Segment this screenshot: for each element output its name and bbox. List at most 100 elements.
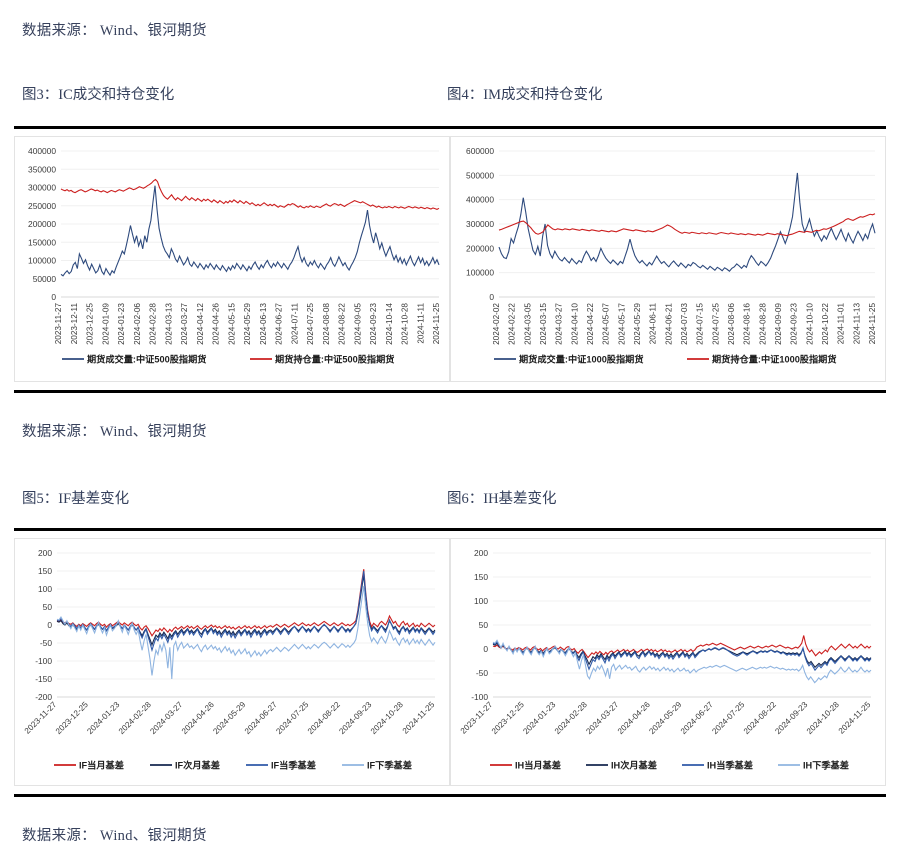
y-tick-label: 150 xyxy=(38,566,52,576)
series-line xyxy=(60,178,440,211)
x-tick-label: 2024-07-15 xyxy=(696,303,705,345)
chart-panel-fig6: -100 -50 0 50 100 150 200 2023-11-27 2023-12-25 2… xyxy=(450,538,886,786)
x-tick-label: 2024-02-28 xyxy=(149,303,158,345)
figure-title-fig5: 图5：IF基差变化 xyxy=(22,491,130,507)
y-tick-label: 50 xyxy=(43,602,53,612)
x-tick-label: 2024-01-09 xyxy=(101,303,110,345)
x-tick-label: 2024-05-29 xyxy=(647,700,683,736)
x-tick-label: 2024-07-11 xyxy=(290,303,299,345)
x-tick-label: 2024-03-13 xyxy=(164,303,173,345)
y-tick-label: 100 xyxy=(474,596,488,606)
chart-panel-fig3: 0 50000 100000 150000 200000 250000 300000 3500… xyxy=(14,136,450,382)
legend-label: 期货持仓量:中证500股指期货 xyxy=(275,353,394,364)
x-tick-label: 2024-11-25 xyxy=(432,303,441,345)
legend-label: IH当月基差 xyxy=(515,759,561,770)
x-tick-label: 2024-09-23 xyxy=(790,303,799,345)
y-tick-label: 250000 xyxy=(28,201,56,211)
x-tick-label: 2024-03-15 xyxy=(539,303,548,345)
x-tick-label: 2024-03-27 xyxy=(180,303,189,345)
x-tick-label: 2024-10-28 xyxy=(401,303,410,345)
x-tick-label: 2023-11-27 xyxy=(54,303,63,345)
y-tick-label: 350000 xyxy=(28,164,56,174)
x-tick-label: 2023-12-25 xyxy=(54,700,90,736)
legend-label: IH次月基差 xyxy=(611,759,657,770)
source-note-bottom: 数据来源： Wind、银河期货 xyxy=(22,828,207,844)
x-tick-label: 2024-05-29 xyxy=(243,303,252,345)
y-tick-label: 400000 xyxy=(28,146,56,156)
x-tick-label: 2024-04-22 xyxy=(586,303,595,345)
x-tick-label: 2024-05-15 xyxy=(227,303,236,345)
x-tick-label: 2024-09-23 xyxy=(337,700,373,736)
y-tick-label: 150000 xyxy=(28,237,56,247)
y-tick-label: 100000 xyxy=(28,256,56,266)
y-tick-label: 200000 xyxy=(28,219,56,229)
x-tick-label: 2024-11-13 xyxy=(852,303,861,345)
y-tick-label: -50 xyxy=(476,668,488,678)
x-tick-label: 2024-10-28 xyxy=(369,700,405,736)
divider-bottom-row1 xyxy=(14,390,886,393)
legend-label: IF当季基差 xyxy=(271,759,316,770)
figure-title-fig3: 图3：IC成交和持仓变化 xyxy=(22,87,175,103)
legend-label: IF当月基差 xyxy=(79,759,124,770)
x-tick-label: 2024-08-22 xyxy=(742,700,778,736)
x-tick-label: 2024-02-28 xyxy=(117,700,153,736)
y-tick-label: 150 xyxy=(474,572,488,582)
chart-panel-fig4: 0 100000 200000 300000 400000 500000 600000 202… xyxy=(450,136,886,382)
series-line xyxy=(56,586,436,680)
x-tick-label: 2024-10-14 xyxy=(385,303,394,345)
y-tick-label: 500000 xyxy=(466,170,494,180)
x-tick-label: 2024-07-03 xyxy=(680,303,689,345)
legend-label: 期货成交量:中证500股指期货 xyxy=(87,353,206,364)
source-note-middle: 数据来源： Wind、银河期货 xyxy=(22,424,207,440)
x-tick-label: 2023-12-25 xyxy=(86,303,95,345)
chart-svg-fig3: 0 50000 100000 150000 200000 250000 300000 3500… xyxy=(28,146,441,364)
x-tick-label: 2024-11-25 xyxy=(837,700,873,736)
x-tick-label: 2024-04-26 xyxy=(212,303,221,345)
legend-label: IF下季基差 xyxy=(367,759,412,770)
x-tick-label: 2024-02-28 xyxy=(553,700,589,736)
figure-title-fig4: 图4：IM成交和持仓变化 xyxy=(447,87,603,103)
x-tick-label: 2024-07-25 xyxy=(710,700,746,736)
y-tick-label: 200000 xyxy=(466,243,494,253)
x-tick-label: 2024-10-10 xyxy=(805,303,814,345)
y-tick-label: 0 xyxy=(51,292,56,302)
x-tick-label: 2024-06-27 xyxy=(275,303,284,345)
y-tick-label: 200 xyxy=(38,548,52,558)
x-tick-label: 2024-05-29 xyxy=(211,700,247,736)
x-tick-label: 2024-11-11 xyxy=(416,303,425,344)
x-tick-label: 2024-05-17 xyxy=(617,303,626,345)
x-tick-label: 2024-01-23 xyxy=(521,700,557,736)
figure-title-fig6: 图6：IH基差变化 xyxy=(447,491,557,507)
x-tick-label: 2024-03-05 xyxy=(523,303,532,345)
x-tick-label: 2024-08-22 xyxy=(338,303,347,345)
legend-label: IF次月基差 xyxy=(175,759,220,770)
y-tick-label: -150 xyxy=(35,674,52,684)
y-tick-label: -50 xyxy=(40,638,52,648)
x-tick-label: 2024-08-28 xyxy=(758,303,767,345)
legend-label: IH下季基差 xyxy=(803,759,849,770)
x-tick-label: 2024-11-25 xyxy=(401,700,437,736)
x-tick-label: 2024-08-16 xyxy=(743,303,752,345)
x-tick-label: 2024-06-11 xyxy=(649,303,658,345)
x-tick-label: 2024-06-27 xyxy=(243,700,279,736)
x-tick-label: 2024-11-01 xyxy=(837,303,846,345)
x-tick-label: 2024-09-05 xyxy=(353,303,362,345)
y-tick-label: 0 xyxy=(489,292,494,302)
y-tick-label: 400000 xyxy=(466,195,494,205)
divider-top-row1 xyxy=(14,126,886,129)
series-line xyxy=(492,639,872,684)
x-tick-label: 2024-02-06 xyxy=(133,303,142,345)
divider-bottom-row2 xyxy=(14,794,886,797)
y-tick-label: 0 xyxy=(483,644,488,654)
y-tick-label: 300000 xyxy=(28,183,56,193)
x-tick-label: 2024-08-08 xyxy=(322,303,331,345)
divider-top-row2 xyxy=(14,528,886,531)
series-line xyxy=(56,569,436,637)
x-tick-label: 2024-09-23 xyxy=(773,700,809,736)
y-tick-label: -100 xyxy=(35,656,52,666)
y-tick-label: 100 xyxy=(38,584,52,594)
x-tick-label: 2024-08-06 xyxy=(727,303,736,345)
x-tick-label: 2024-07-25 xyxy=(711,303,720,345)
x-tick-label: 2024-06-13 xyxy=(259,303,268,345)
